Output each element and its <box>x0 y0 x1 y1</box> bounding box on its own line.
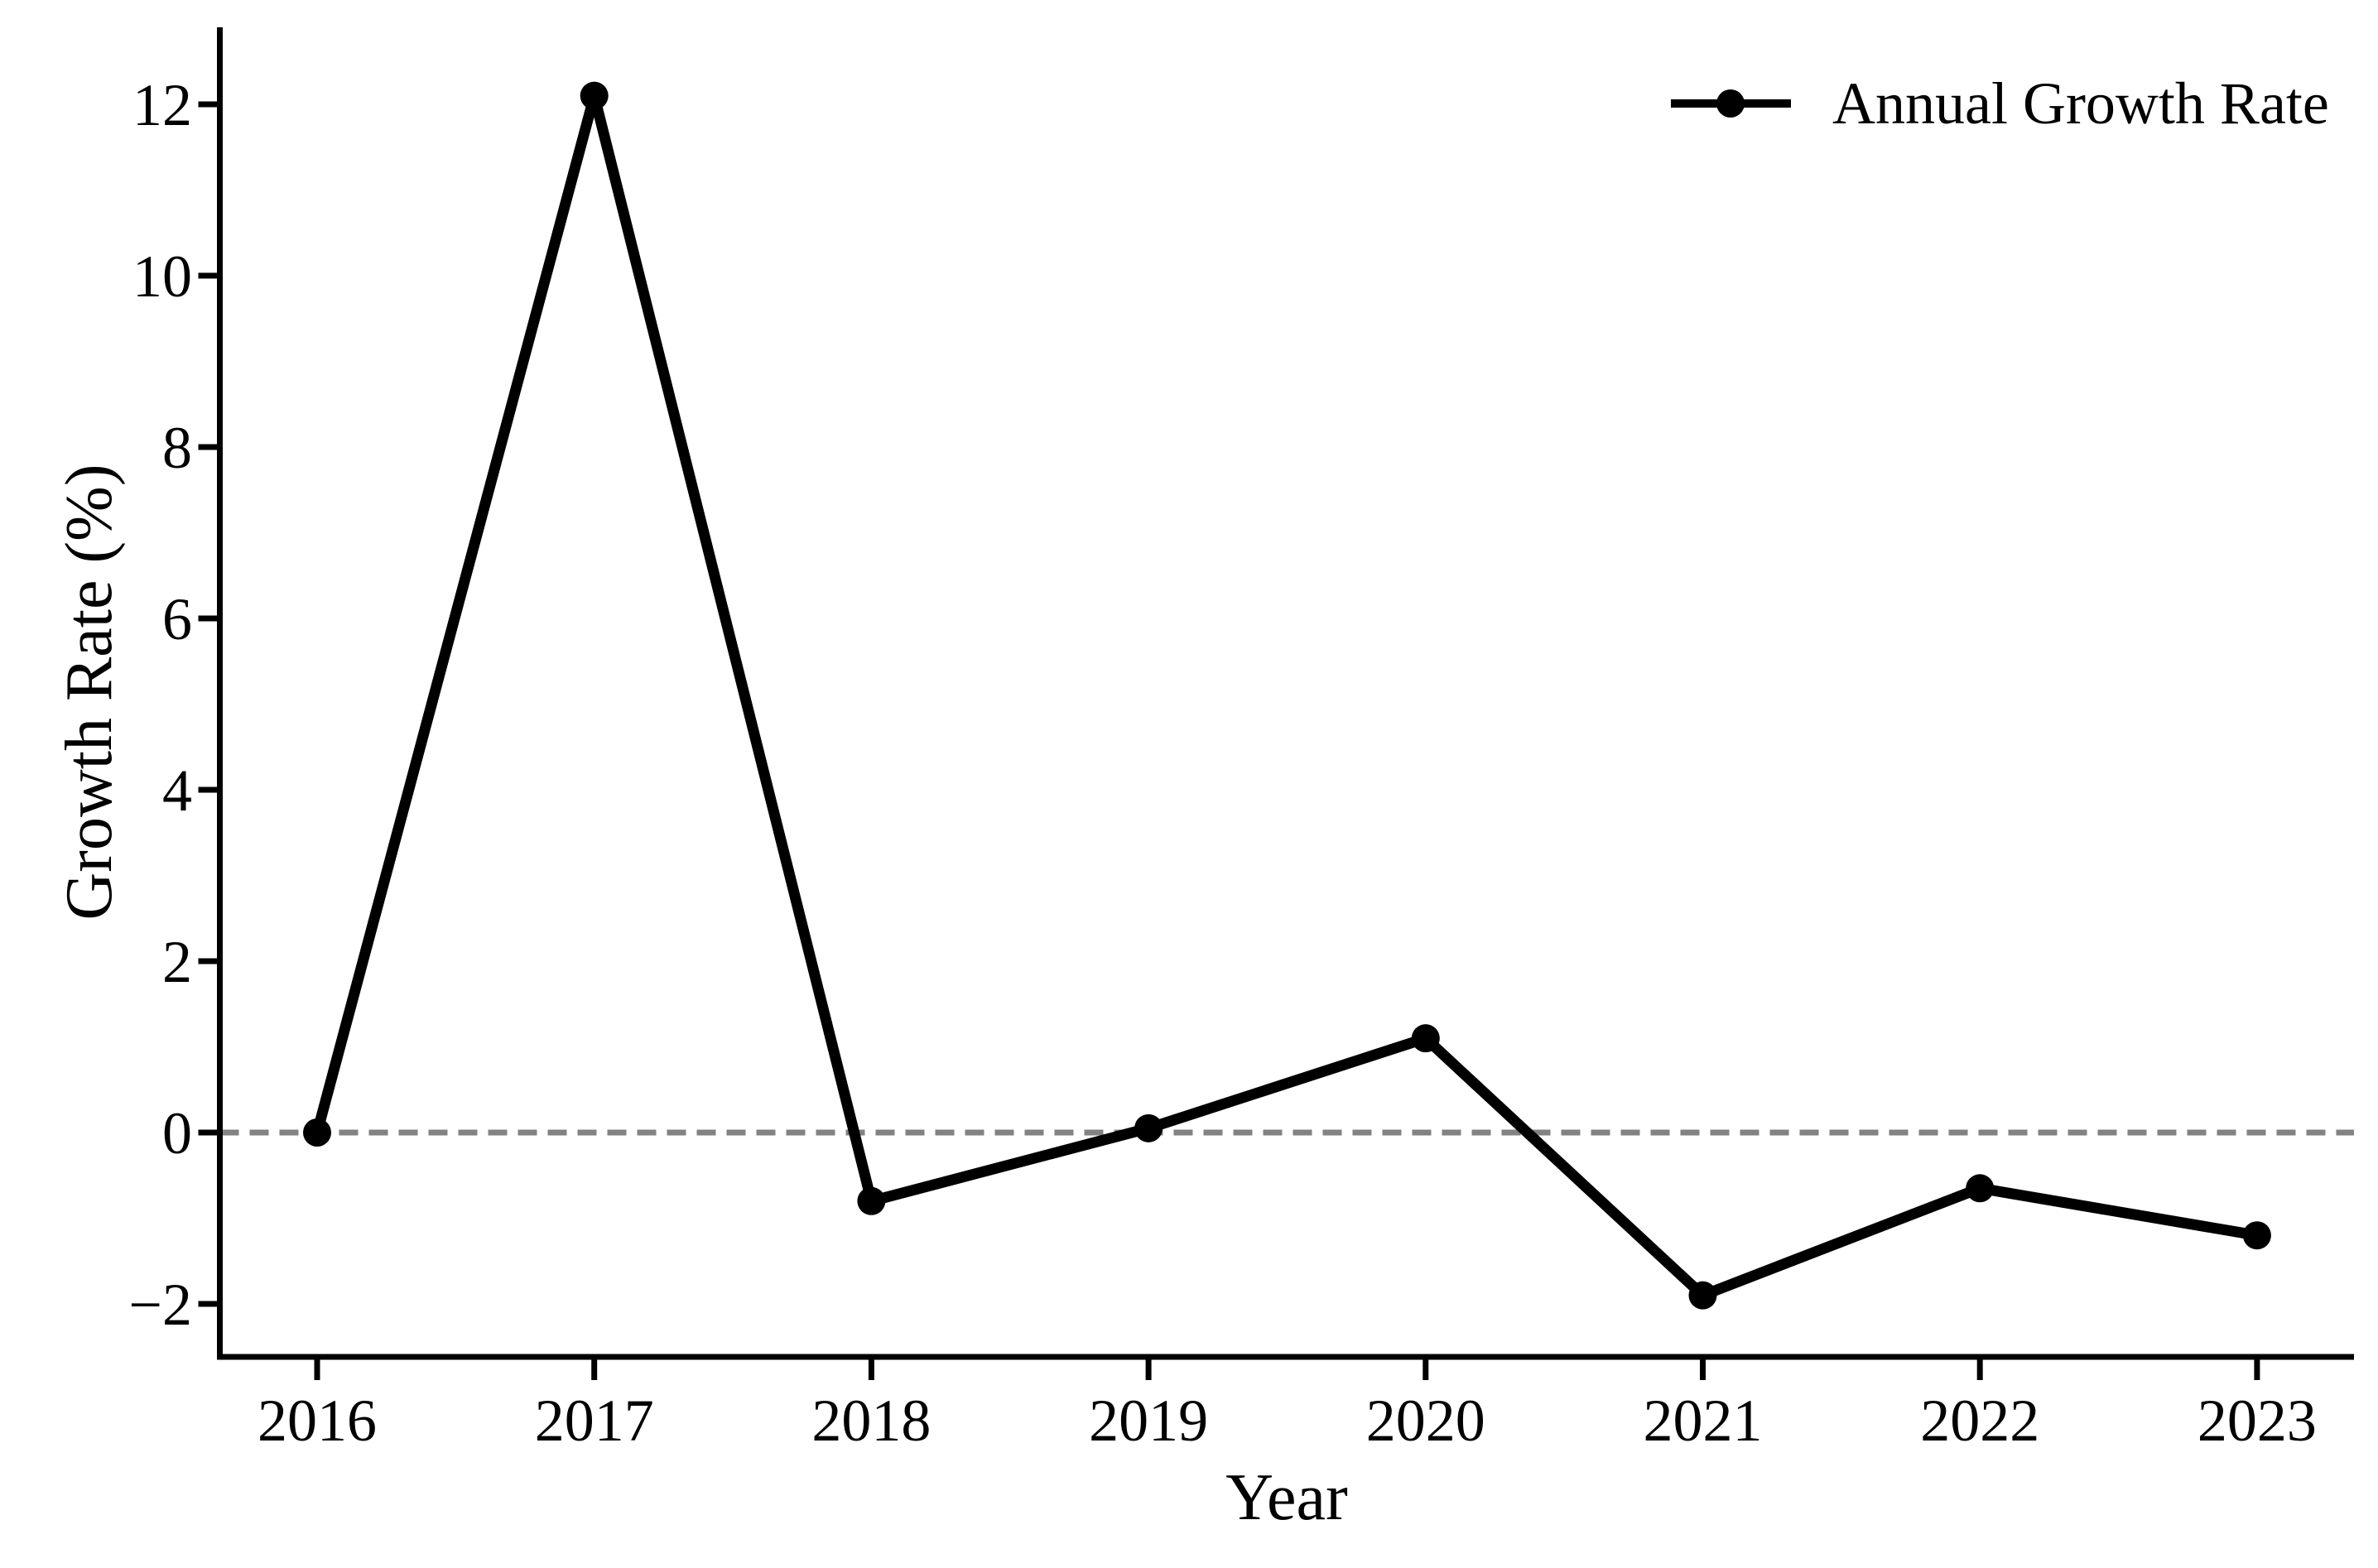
y-tick-label-0: 0 <box>162 1100 192 1166</box>
x-tick-label-2017: 2017 <box>535 1388 654 1454</box>
y-tick-label-10: 10 <box>132 243 192 310</box>
x-tick-label-2021: 2021 <box>1644 1388 1763 1454</box>
legend-marker-icon <box>1716 89 1745 118</box>
y-tick-label--2: −2 <box>128 1272 192 1338</box>
y-tick-label-2: 2 <box>162 929 192 995</box>
data-point-2019 <box>1134 1113 1163 1142</box>
x-tick-label-2016: 2016 <box>258 1388 377 1454</box>
legend-label: Annual Growth Rate <box>1832 70 2329 137</box>
data-point-2018 <box>857 1186 886 1215</box>
legend: Annual Growth Rate <box>1671 70 2329 137</box>
plot-area: −2 0 2 4 6 8 10 12 2016 2017 2018 2019 2020 2021 2022 2… <box>128 27 2354 1454</box>
data-point-2020 <box>1411 1024 1440 1053</box>
x-tick-label-2019: 2019 <box>1089 1388 1208 1454</box>
data-point-2017 <box>580 81 609 110</box>
x-tick-label-2022: 2022 <box>1920 1388 2039 1454</box>
x-tick-label-2020: 2020 <box>1366 1388 1485 1454</box>
y-tick-label-6: 6 <box>162 586 192 652</box>
x-tick-label-2018: 2018 <box>811 1388 931 1454</box>
y-tick-label-4: 4 <box>162 758 192 824</box>
x-axis-title: Year <box>1225 1461 1347 1534</box>
y-tick-label-12: 12 <box>132 72 192 138</box>
data-point-2023 <box>2242 1221 2271 1250</box>
series-line-annual-growth-rate <box>311 90 2263 1301</box>
data-point-2021 <box>1688 1281 1717 1310</box>
y-tick-label-8: 8 <box>162 415 192 481</box>
y-axis-title: Growth Rate (%) <box>53 464 126 921</box>
data-point-2022 <box>1966 1174 1995 1203</box>
data-point-2016 <box>303 1118 331 1147</box>
x-tick-label-2023: 2023 <box>2197 1388 2317 1454</box>
